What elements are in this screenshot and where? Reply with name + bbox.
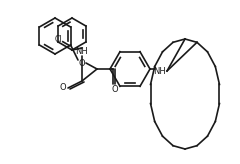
Text: O: O: [112, 84, 118, 93]
Text: NH: NH: [76, 47, 88, 55]
Text: Cl: Cl: [54, 34, 62, 43]
Text: O: O: [79, 59, 85, 68]
Text: NH: NH: [154, 66, 166, 75]
Text: O: O: [60, 83, 66, 92]
